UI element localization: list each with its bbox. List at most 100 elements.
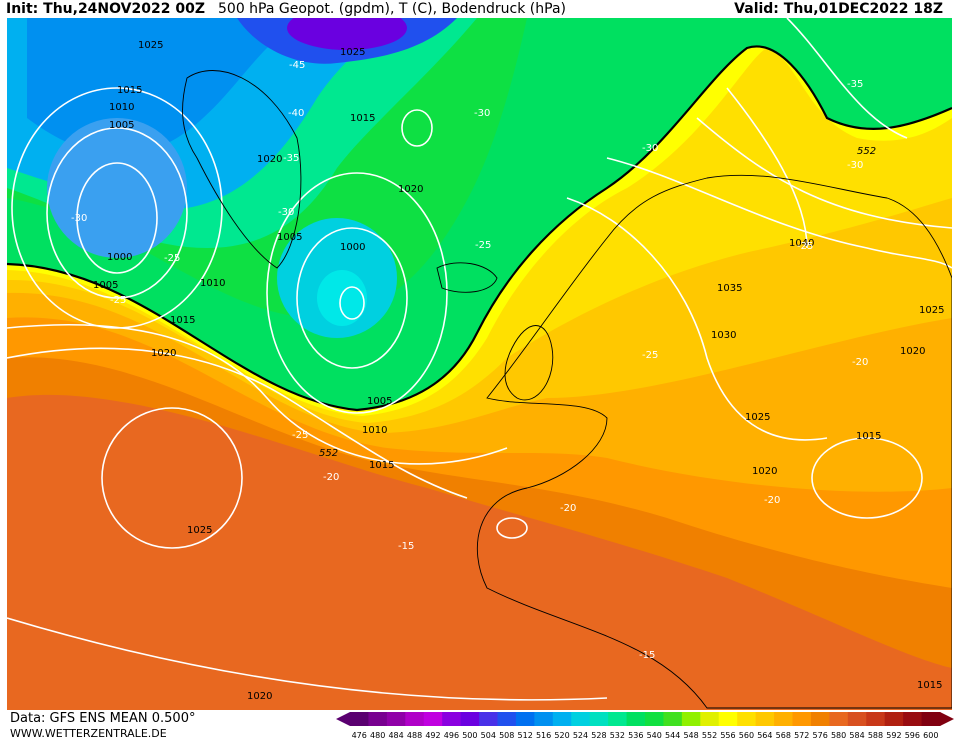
- legend-label: 544: [665, 731, 680, 740]
- pressure-label: 1010: [200, 278, 225, 289]
- legend-label: 532: [610, 731, 625, 740]
- pressure-label: 1020: [752, 466, 777, 477]
- temperature-label: -45: [289, 60, 305, 71]
- pressure-label: 1015: [856, 431, 881, 442]
- label-552-west: 552: [319, 448, 338, 459]
- temperature-label: -25: [164, 253, 180, 264]
- pressure-label: 1020: [151, 348, 176, 359]
- legend-swatch: [718, 712, 738, 726]
- legend-swatch: [847, 712, 867, 726]
- legend-label: 496: [444, 731, 459, 740]
- pressure-label: 1000: [107, 252, 132, 263]
- temperature-label: -25: [292, 430, 308, 441]
- pressure-label: 1010: [362, 425, 387, 436]
- temperature-label: -15: [639, 650, 655, 661]
- isobar-low-west: [76, 162, 158, 274]
- legend-arrow-right: [940, 712, 954, 726]
- legend-swatch: [368, 712, 388, 726]
- pressure-label: 1035: [717, 283, 742, 294]
- legend-label: 512: [518, 731, 533, 740]
- legend-label: 592: [886, 731, 901, 740]
- pressure-label: 1040: [789, 238, 814, 249]
- temperature-label: -30: [642, 143, 658, 154]
- legend-swatch: [479, 712, 498, 726]
- legend-label: 480: [370, 731, 385, 740]
- pressure-label: 1005: [367, 396, 392, 407]
- legend-label: 540: [647, 731, 662, 740]
- legend-label: 504: [481, 731, 496, 740]
- legend-swatch: [829, 712, 849, 726]
- isobar-low-center: [339, 286, 365, 320]
- legend-swatch: [903, 712, 923, 726]
- data-source: Data: GFS ENS MEAN 0.500°: [10, 711, 196, 726]
- legend-label: 484: [388, 731, 403, 740]
- isobar-small-greenland: [401, 109, 433, 147]
- pressure-label: 1015: [917, 680, 942, 691]
- isobar-1020-south: [7, 617, 608, 701]
- legend-swatch: [515, 712, 535, 726]
- legend-swatch: [921, 712, 941, 726]
- isobar-1035-high: [696, 117, 952, 229]
- legend-swatch: [460, 712, 480, 726]
- legend-swatch: [608, 712, 628, 726]
- map-labels: 552 552 1025 1015 1010 1005 1020 1000 10…: [93, 40, 944, 702]
- pressure-label: 1005: [93, 280, 118, 291]
- legend-swatch: [497, 712, 517, 726]
- map-header: Init: Thu,24NOV2022 00Z 500 hPa Geopot. …: [0, 0, 959, 18]
- temperature-label: -40: [288, 108, 304, 119]
- legend-swatch: [405, 712, 425, 726]
- temperature-label: -35: [847, 79, 863, 90]
- map-title: 500 hPa Geopot. (gpdm), T (C), Bodendruc…: [218, 1, 566, 17]
- isobar-1020: [7, 347, 468, 499]
- temperature-label: -25: [797, 241, 813, 252]
- legend-swatch: [350, 712, 369, 726]
- legend-label: 528: [591, 731, 606, 740]
- pressure-label: 1030: [711, 330, 736, 341]
- pressure-label: 1015: [117, 85, 142, 96]
- legend-arrow-left: [336, 712, 350, 726]
- legend-swatch: [866, 712, 886, 726]
- temperature-label: -25: [110, 295, 126, 306]
- pressure-label: 1020: [247, 691, 272, 702]
- legend-label: 556: [720, 731, 735, 740]
- pressure-label: 1000: [340, 242, 365, 253]
- temperature-label: -30: [847, 160, 863, 171]
- coastline-iceland: [436, 262, 498, 293]
- temperature-label: -35: [283, 153, 299, 164]
- legend-label: 584: [849, 731, 864, 740]
- legend-swatch: [737, 712, 757, 726]
- legend-label: 596: [905, 731, 920, 740]
- contour-552-west: [7, 45, 952, 412]
- temperature-label: -25: [642, 350, 658, 361]
- pressure-label: 1005: [277, 232, 302, 243]
- legend-label: 600: [923, 731, 938, 740]
- isobar-1025-high: [566, 197, 828, 441]
- legend-label: 492: [425, 731, 440, 740]
- website-link[interactable]: WWW.WETTERZENTRALE.DE: [10, 727, 167, 740]
- isobar-high-east: [811, 437, 923, 519]
- legend-swatch: [552, 712, 572, 726]
- pressure-label: 1020: [900, 346, 925, 357]
- color-legend: 476 480 484 488 492 496 500 504 508 512 516 520 524 5…: [336, 712, 954, 740]
- legend-swatch: [626, 712, 646, 726]
- legend-label: 488: [407, 731, 422, 740]
- temperature-label: -30: [474, 108, 490, 119]
- isobar-1025-northeast: [786, 18, 908, 139]
- temperature-labels: -45 -40 -35 -30 -30 -30 -25 -25 -30 -25 …: [71, 60, 868, 661]
- fill-cyan-low-inner: [317, 270, 367, 326]
- isobar-high-iberia: [496, 517, 528, 539]
- pressure-label: 1025: [187, 525, 212, 536]
- legend-label: 520: [554, 731, 569, 740]
- coastline-europe: [476, 174, 952, 709]
- legend-label: 476: [352, 731, 367, 740]
- temperature-label: -30: [278, 207, 294, 218]
- weather-map: 552 552 1025 1015 1010 1005 1020 1000 10…: [7, 18, 952, 710]
- legend-swatch: [700, 712, 720, 726]
- legend-label: 560: [739, 731, 754, 740]
- legend-swatch: [774, 712, 793, 726]
- legend-swatch: [386, 712, 406, 726]
- legend-swatch: [571, 712, 591, 726]
- legend-swatch: [663, 712, 683, 726]
- temperature-label: -20: [323, 472, 339, 483]
- pressure-label: 1020: [257, 154, 282, 165]
